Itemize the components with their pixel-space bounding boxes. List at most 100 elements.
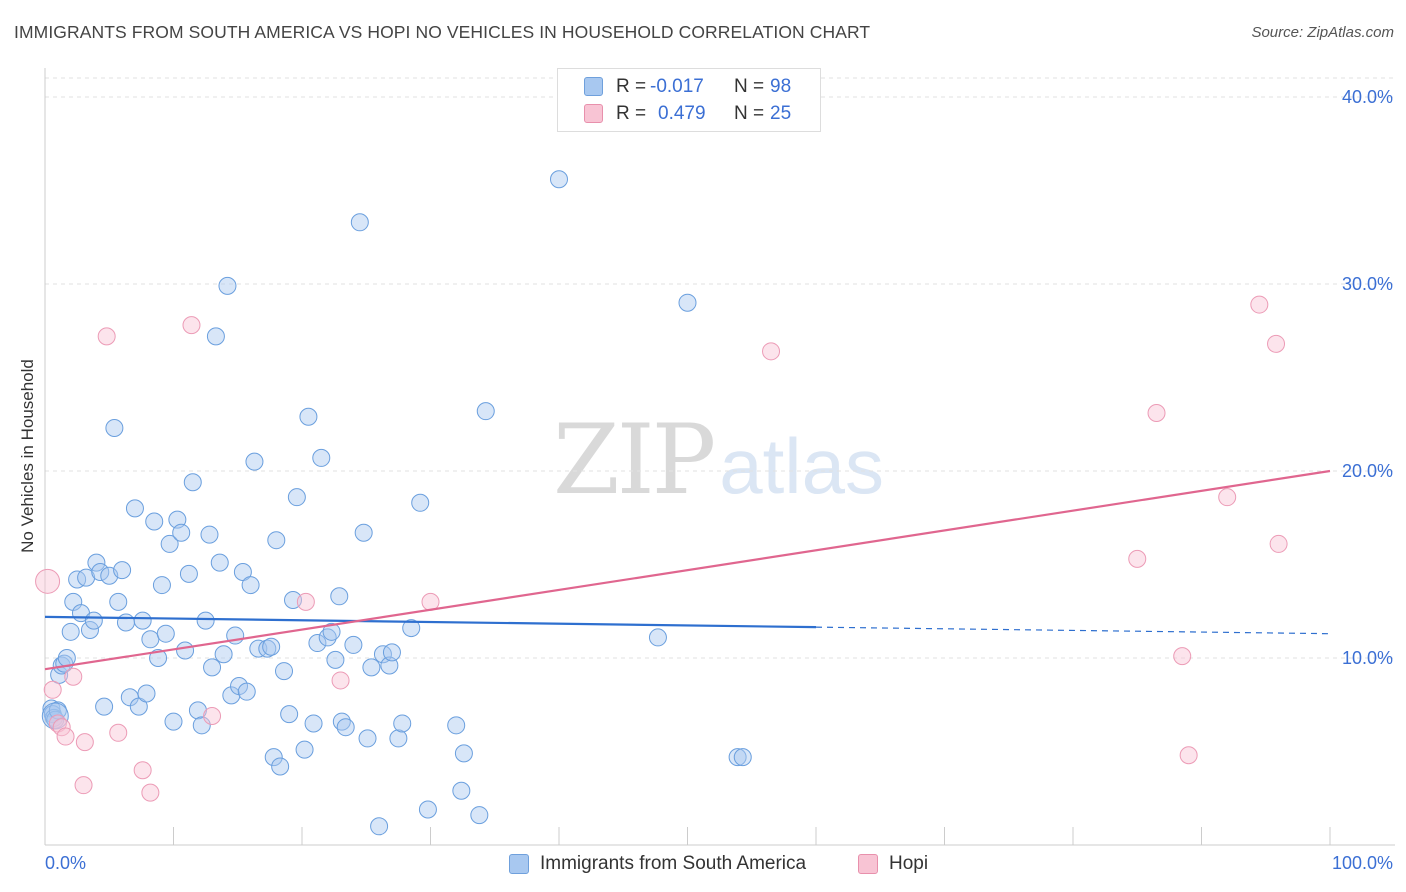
data-point-immigrants	[214, 645, 233, 664]
data-point-immigrants	[145, 512, 164, 531]
y-tick-label: 30.0%	[1342, 274, 1393, 294]
data-point-immigrants	[312, 448, 331, 467]
data-point-hopi	[74, 776, 93, 795]
data-point-immigrants	[550, 170, 568, 189]
data-point-hopi	[52, 718, 71, 737]
data-point-immigrants	[149, 649, 168, 667]
data-point-immigrants	[287, 488, 306, 507]
data-point-immigrants	[120, 688, 139, 707]
data-point-immigrants	[470, 806, 489, 825]
data-point-immigrants	[200, 525, 219, 544]
stats-n-value: 98	[770, 76, 792, 97]
data-point-immigrants	[152, 576, 171, 595]
data-point-immigrants	[105, 418, 124, 437]
data-point-immigrants	[344, 635, 363, 654]
data-point-hopi	[182, 316, 201, 335]
stats-box: R = -0.017 N = 98 R = 0.479 N = 25	[557, 68, 821, 132]
data-point-immigrants	[125, 499, 144, 518]
data-point-hopi	[43, 680, 62, 699]
stats-r-label: R =	[616, 103, 647, 124]
data-point-immigrants	[373, 645, 392, 664]
data-point-immigrants	[91, 562, 110, 581]
data-point-hopi	[331, 671, 350, 690]
data-point-immigrants	[336, 718, 355, 737]
data-point-immigrants	[733, 748, 752, 767]
y-tick-label: 10.0%	[1342, 648, 1393, 668]
data-point-immigrants	[137, 684, 156, 703]
data-point-hopi	[1267, 334, 1286, 353]
data-point-immigrants	[370, 817, 389, 836]
legend-swatch-immigrants	[509, 854, 529, 874]
data-point-hopi	[1128, 549, 1147, 568]
data-point-immigrants	[206, 327, 225, 346]
data-point-immigrants	[728, 748, 747, 767]
data-point-immigrants	[326, 650, 345, 669]
data-point-immigrants	[68, 570, 87, 589]
data-point-immigrants	[141, 630, 160, 649]
trendline-immigrants	[44, 615, 817, 629]
data-point-hopi	[1218, 488, 1237, 507]
data-point-immigrants	[179, 564, 198, 583]
data-point-immigrants	[116, 613, 135, 632]
stats-swatch-immigrants	[584, 77, 603, 96]
data-point-immigrants	[382, 643, 401, 662]
data-point-immigrants	[418, 800, 437, 819]
data-point-immigrants	[210, 553, 229, 572]
data-point-immigrants	[172, 523, 191, 542]
data-point-hopi	[64, 667, 83, 686]
tick-labels: 10.0% 20.0% 30.0% 40.0% 0.0% 100.0%	[45, 87, 1393, 873]
stats-n-label: N =	[734, 103, 765, 124]
trendline-immigrants-extension	[815, 626, 1331, 635]
stats-r-value: 0.479	[658, 103, 706, 124]
data-point-immigrants	[452, 781, 471, 800]
y-tick-label: 40.0%	[1342, 87, 1393, 107]
data-point-hopi	[1179, 746, 1198, 765]
data-point-immigrants	[48, 701, 67, 720]
data-point-immigrants	[80, 620, 99, 639]
data-point-immigrants	[192, 716, 211, 735]
data-point-immigrants	[358, 729, 377, 748]
data-point-hopi	[141, 783, 160, 802]
data-point-immigrants	[295, 740, 314, 759]
data-point-immigrants	[476, 402, 495, 421]
stats-r-value: -0.017	[650, 76, 704, 97]
data-point-immigrants	[203, 658, 222, 677]
data-point-immigrants	[271, 757, 290, 776]
trendlines	[44, 469, 1331, 671]
data-point-immigrants	[160, 534, 179, 553]
data-point-immigrants	[264, 748, 283, 767]
data-point-immigrants	[304, 714, 323, 733]
y-tick-label: 20.0%	[1342, 461, 1393, 481]
data-point-immigrants	[322, 622, 341, 641]
legend-label-immigrants: Immigrants from South America	[540, 853, 807, 874]
data-point-immigrants	[176, 641, 195, 660]
data-point-immigrants	[402, 619, 421, 638]
data-point-immigrants	[196, 611, 215, 630]
data-point-immigrants	[389, 729, 408, 748]
data-point-immigrants	[350, 213, 369, 232]
data-point-immigrants	[447, 716, 466, 735]
data-point-immigrants	[411, 493, 430, 512]
data-point-immigrants	[156, 624, 175, 643]
data-point-immigrants	[267, 531, 286, 550]
legend-swatch-hopi	[858, 854, 878, 874]
data-point-immigrants	[77, 568, 96, 587]
series-immigrants-points	[41, 170, 752, 836]
series-hopi-points	[35, 295, 1288, 802]
data-point-immigrants	[95, 697, 114, 716]
data-point-hopi	[1173, 647, 1192, 666]
data-point-immigrants	[222, 686, 241, 705]
data-point-hopi	[75, 733, 94, 752]
data-point-immigrants	[109, 592, 128, 611]
data-point-immigrants	[245, 452, 264, 471]
data-point-immigrants	[164, 712, 183, 731]
data-point-immigrants	[454, 744, 473, 763]
data-point-immigrants	[133, 611, 152, 630]
data-point-immigrants	[237, 682, 256, 701]
data-point-immigrants	[188, 701, 207, 720]
data-point-hopi	[762, 342, 781, 361]
data-point-immigrants	[87, 553, 106, 572]
data-point-immigrants	[308, 634, 327, 653]
legend-label-hopi: Hopi	[889, 853, 929, 874]
stats-n-label: N =	[734, 76, 765, 97]
